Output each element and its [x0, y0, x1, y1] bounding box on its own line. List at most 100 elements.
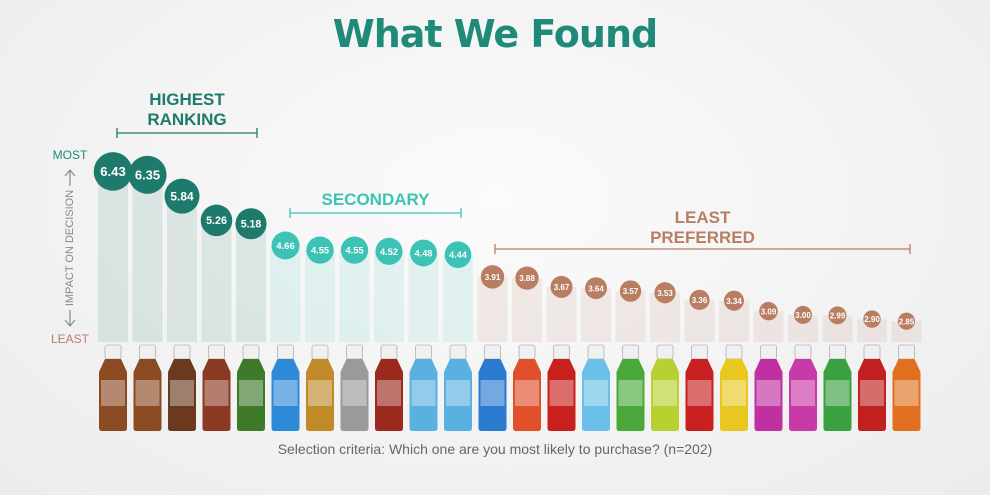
legend-label: HIGHEST RANKING: [147, 90, 227, 129]
bottle-cap: [380, 344, 398, 360]
bottle-cap: [311, 344, 329, 360]
bottle-label: [377, 380, 401, 406]
value-label: 3.09: [761, 307, 777, 316]
bubble: [723, 290, 745, 311]
bottle-cap: [760, 344, 777, 360]
bubble: [271, 231, 300, 260]
value-label: 3.36: [692, 296, 708, 305]
bubble-column: [98, 171, 128, 342]
bottle-label: [756, 380, 781, 406]
bottle: [582, 344, 610, 431]
bubble: [480, 265, 505, 289]
bottle-label: [342, 380, 367, 406]
bottle-cap: [518, 344, 536, 360]
bottle-body: [271, 359, 300, 431]
bottle-label: [480, 380, 505, 406]
bottle: [651, 344, 679, 431]
bubble-column: [408, 253, 439, 342]
bottle-body: [168, 359, 196, 431]
value-label: 6.43: [100, 164, 125, 179]
bottle-cap: [829, 344, 846, 360]
value-label: 3.53: [657, 289, 673, 298]
bottle-body: [99, 359, 127, 431]
value-label: 4.48: [415, 248, 433, 258]
bottle-label: [687, 380, 712, 406]
bottle-body: [478, 359, 507, 431]
bottle-cap: [725, 344, 743, 360]
bubble: [619, 280, 642, 302]
bottle: [478, 344, 507, 431]
bubble: [306, 236, 334, 264]
bottle-label: [204, 380, 229, 406]
bottle-cap: [277, 344, 294, 360]
value-label: 4.55: [345, 246, 363, 256]
axis-arrow-up: [64, 169, 76, 186]
bubble: [375, 237, 403, 265]
bottle: [513, 344, 541, 431]
bubble: [235, 208, 267, 240]
value-label: 5.26: [206, 215, 227, 227]
value-label: 3.34: [726, 297, 742, 306]
bottle: [858, 344, 886, 431]
bottle-cap: [656, 344, 674, 360]
bottle: [271, 344, 300, 431]
bottle-label: [791, 380, 815, 406]
value-label: 3.91: [485, 273, 501, 282]
value-label: 3.64: [588, 284, 604, 293]
bottle-label: [894, 380, 919, 406]
bottle-body: [409, 359, 438, 431]
value-label: 2.85: [899, 317, 915, 326]
bottle: [168, 344, 196, 431]
bottle: [340, 344, 369, 431]
bottle: [444, 344, 472, 431]
bottle-label: [860, 380, 884, 406]
bottle-cap: [484, 344, 501, 360]
bubble: [794, 305, 812, 324]
bubble-column: [374, 251, 404, 342]
bottle-label: [825, 380, 850, 406]
bottle-body: [375, 359, 403, 431]
bottle: [409, 344, 438, 431]
bubble-column: [305, 250, 335, 342]
value-label: 4.66: [276, 241, 295, 252]
bottle-body: [582, 359, 610, 431]
bottle-cap: [415, 344, 432, 360]
bottle: [237, 344, 265, 431]
bottle-cap: [104, 344, 122, 360]
bottle-cap: [863, 344, 881, 360]
bottle-body: [754, 359, 783, 431]
bubble-column: [857, 319, 887, 342]
bottle: [616, 344, 645, 431]
bottle: [99, 344, 127, 431]
axis-arrow-down: [64, 310, 76, 327]
bubble: [340, 236, 369, 264]
value-label: 3.57: [623, 287, 639, 296]
bubble: [654, 282, 676, 304]
bottle-label: [308, 380, 332, 406]
bottle-label: [584, 380, 608, 406]
bottle-cap: [346, 344, 363, 360]
bottle: [202, 344, 231, 431]
value-label: 4.44: [449, 250, 468, 260]
caption: Selection criteria: Which one are you mo…: [277, 441, 713, 457]
bottle-body: [444, 359, 472, 431]
bottle-body: [202, 359, 231, 431]
value-label: 3.00: [795, 311, 811, 320]
bubble: [897, 312, 916, 330]
bubble: [515, 266, 539, 290]
bottle: [720, 344, 748, 431]
group-bracket: [289, 208, 462, 218]
bottle-label: [135, 380, 160, 406]
bottle-cap: [208, 344, 225, 360]
bottle-body: [237, 359, 265, 431]
bottle: [375, 344, 403, 431]
bottle-label: [618, 380, 643, 406]
bubble-column: [132, 174, 163, 342]
bottle: [306, 344, 334, 431]
bottle-body: [133, 359, 162, 431]
bubble-column: [167, 196, 197, 342]
bubble: [689, 289, 710, 310]
value-label: 5.18: [241, 219, 262, 231]
bottle: [547, 344, 576, 431]
bubble-column: [236, 223, 266, 342]
